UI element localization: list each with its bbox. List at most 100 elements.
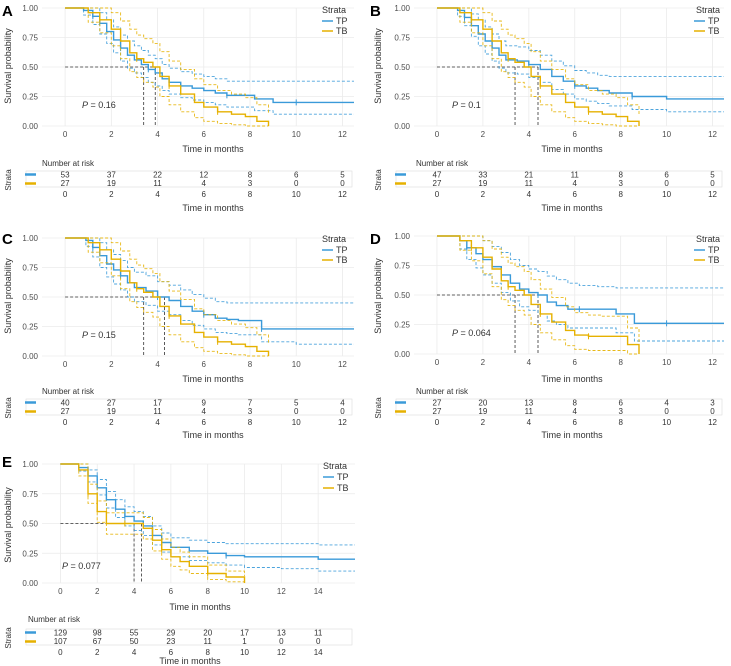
risk-tp-count: 129 xyxy=(54,629,68,638)
risk-tb-count: 0 xyxy=(710,407,715,416)
y-tick-label: 0.75 xyxy=(22,264,38,273)
risk-tp-count: 53 xyxy=(61,171,70,180)
panel-d: D Survival probability Time in months 0.… xyxy=(370,231,724,440)
risk-tb-count: 19 xyxy=(107,179,116,188)
x-tick-label: 8 xyxy=(248,130,253,139)
risk-tb-count: 19 xyxy=(478,179,487,188)
risk-x-tick-label: 2 xyxy=(109,190,114,199)
risk-tp-count: 40 xyxy=(61,399,70,408)
y-tick-label: 0.25 xyxy=(22,93,38,102)
y-tick-label: 1.00 xyxy=(22,460,38,469)
legend-tb-label: TB xyxy=(708,255,720,265)
risk-tb-count: 0 xyxy=(294,407,299,416)
risk-table: Number at risk Strata 272702019213114846… xyxy=(374,387,723,440)
legend: Strata TP TB xyxy=(694,5,720,36)
legend-title: Strata xyxy=(322,5,346,15)
x-axis-label: Time in months xyxy=(541,144,603,154)
risk-x-tick-label: 8 xyxy=(618,190,623,199)
legend: Strata TP TB xyxy=(323,461,349,493)
p-italic: P xyxy=(82,100,88,110)
risk-x-tick-label: 0 xyxy=(435,418,440,427)
risk-tb-count: 107 xyxy=(54,637,68,646)
tb-ci-upper xyxy=(65,7,269,115)
risk-x-tick-label: 14 xyxy=(314,648,323,657)
x-tick-label: 12 xyxy=(708,130,717,139)
y-axis-label: Survival probability xyxy=(3,258,13,334)
risk-x-tick-label: 12 xyxy=(338,190,347,199)
risk-title: Number at risk xyxy=(416,387,469,396)
x-tick-label: 4 xyxy=(132,587,137,596)
risk-tp-count: 11 xyxy=(314,629,323,638)
legend-title: Strata xyxy=(696,234,720,244)
x-tick-label: 6 xyxy=(202,360,207,369)
risk-tb-count: 27 xyxy=(61,179,70,188)
risk-x-tick-label: 6 xyxy=(573,418,578,427)
p-value-number: = 0.077 xyxy=(68,561,101,571)
risk-x-tick-label: 8 xyxy=(618,418,623,427)
risk-tp-count: 20 xyxy=(478,399,487,408)
risk-tb-count: 11 xyxy=(204,637,213,646)
tp-ci-lower xyxy=(437,7,724,113)
risk-tp-count: 7 xyxy=(248,399,253,408)
risk-tp-count: 5 xyxy=(710,171,715,180)
risk-x-axis-label: Time in months xyxy=(541,203,603,213)
risk-tp-count: 11 xyxy=(571,171,580,180)
x-tick-label: 2 xyxy=(109,130,114,139)
risk-tb-count: 11 xyxy=(153,179,162,188)
x-tick-label: 12 xyxy=(708,358,717,367)
x-tick-label: 0 xyxy=(435,358,440,367)
x-tick-label: 8 xyxy=(248,360,253,369)
y-tick-label: 0.25 xyxy=(394,93,410,102)
x-axis-label: Time in months xyxy=(182,144,244,154)
y-tick-label: 1.00 xyxy=(394,232,410,241)
x-tick-label: 12 xyxy=(338,130,347,139)
tb-ci-lower xyxy=(437,7,639,127)
x-tick-label: 10 xyxy=(292,360,301,369)
y-axis-label: Survival probability xyxy=(373,258,383,334)
x-tick-label: 4 xyxy=(155,360,160,369)
x-tick-label: 10 xyxy=(662,130,671,139)
tp-ci-upper xyxy=(60,463,355,546)
y-tick-label: 0.00 xyxy=(394,350,410,359)
risk-tp-count: 6 xyxy=(618,399,623,408)
x-tick-label: 12 xyxy=(277,587,286,596)
risk-x-tick-label: 10 xyxy=(662,418,671,427)
risk-x-tick-label: 2 xyxy=(481,418,486,427)
x-tick-label: 4 xyxy=(527,358,532,367)
y-tick-label: 0.75 xyxy=(22,490,38,499)
legend-title: Strata xyxy=(696,5,720,15)
y-tick-label: 1.00 xyxy=(22,234,38,243)
risk-tb-count: 11 xyxy=(153,407,162,416)
risk-x-tick-label: 4 xyxy=(155,418,160,427)
risk-frame xyxy=(25,170,353,188)
risk-title: Number at risk xyxy=(42,159,95,168)
legend-tb-label: TB xyxy=(337,483,349,493)
risk-tp-count: 4 xyxy=(664,399,669,408)
tp-ci-lower xyxy=(65,237,354,345)
x-tick-label: 10 xyxy=(292,130,301,139)
p-value-label: P = 0.15 xyxy=(82,330,116,340)
risk-tp-count: 98 xyxy=(93,629,102,638)
x-tick-label: 12 xyxy=(338,360,347,369)
tp-ci-upper xyxy=(65,237,354,304)
y-tick-label: 0.75 xyxy=(22,34,38,43)
y-tick-label: 0.00 xyxy=(22,352,38,361)
x-tick-label: 2 xyxy=(95,587,100,596)
tb-ci-upper xyxy=(437,235,640,343)
risk-tb-count: 19 xyxy=(478,407,487,416)
tp-ci-lower xyxy=(437,235,724,342)
legend: Strata TP TB xyxy=(694,234,720,265)
tp-ci-lower xyxy=(65,7,354,115)
x-tick-label: 0 xyxy=(63,360,68,369)
risk-x-tick-label: 4 xyxy=(527,418,532,427)
risk-tb-count: 23 xyxy=(166,637,175,646)
p-italic: P xyxy=(82,330,88,340)
x-tick-label: 4 xyxy=(527,130,532,139)
risk-x-tick-label: 2 xyxy=(109,418,114,427)
km-plot: 0.00 0.25 0.50 0.75 1.00 0 2 4 6 8 10 12 P = 0.064 xyxy=(394,232,724,367)
p-value-label: P = 0.1 xyxy=(452,100,481,110)
km-plot: 0.00 0.25 0.50 0.75 1.00 0 2 4 6 8 10 12 P = 0.1 xyxy=(394,4,724,139)
y-tick-label: 0.75 xyxy=(394,34,410,43)
